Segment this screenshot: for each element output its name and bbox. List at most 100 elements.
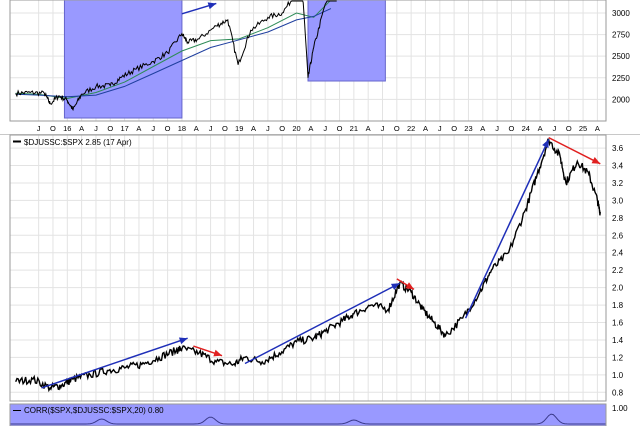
ratio-y-tick-label: 2.2 xyxy=(612,266,624,275)
ratio-y-tick-label: 1.0 xyxy=(612,371,624,380)
date-tick-label: A xyxy=(595,124,600,133)
date-tick-label: O xyxy=(222,124,228,133)
moving-average-line xyxy=(15,8,332,98)
date-tick-label: 22 xyxy=(407,124,415,133)
trend-arrowhead-blue-4 xyxy=(542,139,549,149)
price-y-tick-label: 3000 xyxy=(612,9,630,18)
date-tick-label: 19 xyxy=(235,124,243,133)
date-tick-label: A xyxy=(308,124,313,133)
date-tick-label: J xyxy=(266,124,270,133)
ratio-panel: 3.6 3.4 3.2 3.0 2.8 2.6 2.4 2.2 2.0 1.8 1.6 1.4 1.2 1… xyxy=(9,134,624,402)
ratio-y-tick-label: 3.4 xyxy=(612,162,624,171)
price-line xyxy=(15,0,337,112)
ratio-series xyxy=(15,138,601,393)
ratio-panel-arrows xyxy=(41,136,601,389)
correlation-panel: CORR($SPX,$DJUSSC:$SPX,20) 0.80 1.00 xyxy=(9,403,628,427)
date-tick-label: A xyxy=(480,124,485,133)
date-tick-label: O xyxy=(451,124,457,133)
trend-arrowhead-blue-0 xyxy=(207,2,217,10)
price-y-tick-label: 2000 xyxy=(612,95,630,104)
date-tick-label: J xyxy=(209,124,213,133)
price-y-tick-label: 2500 xyxy=(612,52,630,61)
date-tick-label: A xyxy=(194,124,199,133)
ratio-legend-label: $DJUSSC:$SPX 2.85 (17 Apr) xyxy=(24,138,132,147)
correlation-panel-bg xyxy=(10,404,606,426)
trend-arrow-blue-2 xyxy=(244,282,401,365)
date-tick-label: J xyxy=(151,124,155,133)
date-tick-label: O xyxy=(566,124,572,133)
date-tick-label: 21 xyxy=(350,124,358,133)
date-tick-label: O xyxy=(337,124,343,133)
trend-arrow-blue-4 xyxy=(464,139,550,319)
trend-arrow-blue-0 xyxy=(41,337,188,389)
ratio-y-tick-label: 3.2 xyxy=(612,179,624,188)
ratio-panel-border xyxy=(9,134,607,402)
date-tick-label: O xyxy=(279,124,285,133)
ratio-y-tick-label: 0.8 xyxy=(612,388,624,397)
date-tick-label: J xyxy=(94,124,98,133)
date-tick-label: 17 xyxy=(120,124,128,133)
price-y-axis: 3000 2750 2500 2250 2000 xyxy=(612,9,630,104)
ratio-y-tick-label: 2.6 xyxy=(612,231,624,240)
date-tick-label: 24 xyxy=(522,124,530,133)
date-tick-label: J xyxy=(495,124,499,133)
date-tick-label: J xyxy=(553,124,557,133)
date-tick-label: A xyxy=(79,124,84,133)
date-tick-label: A xyxy=(251,124,256,133)
date-axis: J O 16 A J O 17 A J O 18 A J O 19 A J O 20 A J O 21 A J O 22 A J O 23 A… xyxy=(37,124,600,133)
ratio-legend: $DJUSSC:$SPX 2.85 (17 Apr) xyxy=(13,138,132,147)
correlation-area xyxy=(10,413,606,425)
trend-arrowhead-red-3 xyxy=(405,282,415,290)
highlight-period xyxy=(63,0,183,119)
date-tick-label: O xyxy=(50,124,56,133)
price-panel-border xyxy=(9,0,607,122)
ratio-y-tick-label: 1.8 xyxy=(612,301,624,310)
trend-arrow-red-5 xyxy=(548,136,601,165)
date-tick-label: 25 xyxy=(579,124,587,133)
date-tick-label: J xyxy=(37,124,41,133)
ratio-y-tick-label: 3.0 xyxy=(612,196,624,205)
price-series xyxy=(15,0,337,112)
trend-arrowhead-red-1 xyxy=(213,349,223,357)
date-tick-label: A xyxy=(423,124,428,133)
ratio-y-axis: 3.6 3.4 3.2 3.0 2.8 2.6 2.4 2.2 2.0 1.8 1.6 1.4 1.2 1… xyxy=(612,144,624,397)
date-tick-label: O xyxy=(509,124,515,133)
ratio-y-tick-label: 1.4 xyxy=(612,336,624,345)
ratio-y-tick-label: 1.6 xyxy=(612,319,624,328)
trend-arrowhead-blue-2 xyxy=(390,283,400,291)
correlation-y-tick-label: 1.00 xyxy=(612,404,628,413)
date-tick-label: J xyxy=(323,124,327,133)
date-tick-label: 16 xyxy=(63,124,71,133)
date-tick-label: J xyxy=(438,124,442,133)
highlight-period xyxy=(307,0,386,82)
price-y-tick-label: 2750 xyxy=(612,31,630,40)
ratio-panel-frame xyxy=(10,135,606,401)
trend-arrowhead-red-5 xyxy=(591,157,601,164)
trend-arrowhead-blue-0 xyxy=(178,337,188,345)
price-panel: 3000 2750 2500 2250 2000 xyxy=(9,0,630,122)
ratio-panel-grid xyxy=(10,135,606,401)
price-y-tick-label: 2250 xyxy=(612,74,630,83)
ratio-y-tick-label: 1.2 xyxy=(612,353,624,362)
correlation-legend-label: CORR($SPX,$DJUSSC:$SPX,20) 0.80 xyxy=(24,406,164,415)
ratio-line xyxy=(15,138,601,393)
date-tick-label: O xyxy=(165,124,171,133)
price-panel-arrows xyxy=(181,2,217,15)
ratio-y-tick-label: 2.8 xyxy=(612,214,624,223)
moving-average-line xyxy=(15,0,332,100)
ratio-y-tick-label: 3.6 xyxy=(612,144,624,153)
date-tick-label: A xyxy=(136,124,141,133)
date-tick-label: O xyxy=(107,124,113,133)
date-tick-label: 20 xyxy=(292,124,300,133)
ratio-y-tick-label: 2.0 xyxy=(612,284,624,293)
moving-average-lines xyxy=(15,0,332,100)
date-tick-label: A xyxy=(366,124,371,133)
ratio-y-tick-label: 2.4 xyxy=(612,249,624,258)
date-tick-label: O xyxy=(394,124,400,133)
date-tick-label: J xyxy=(381,124,385,133)
date-tick-label: 18 xyxy=(178,124,186,133)
date-tick-label: A xyxy=(538,124,543,133)
date-tick-label: 23 xyxy=(464,124,472,133)
